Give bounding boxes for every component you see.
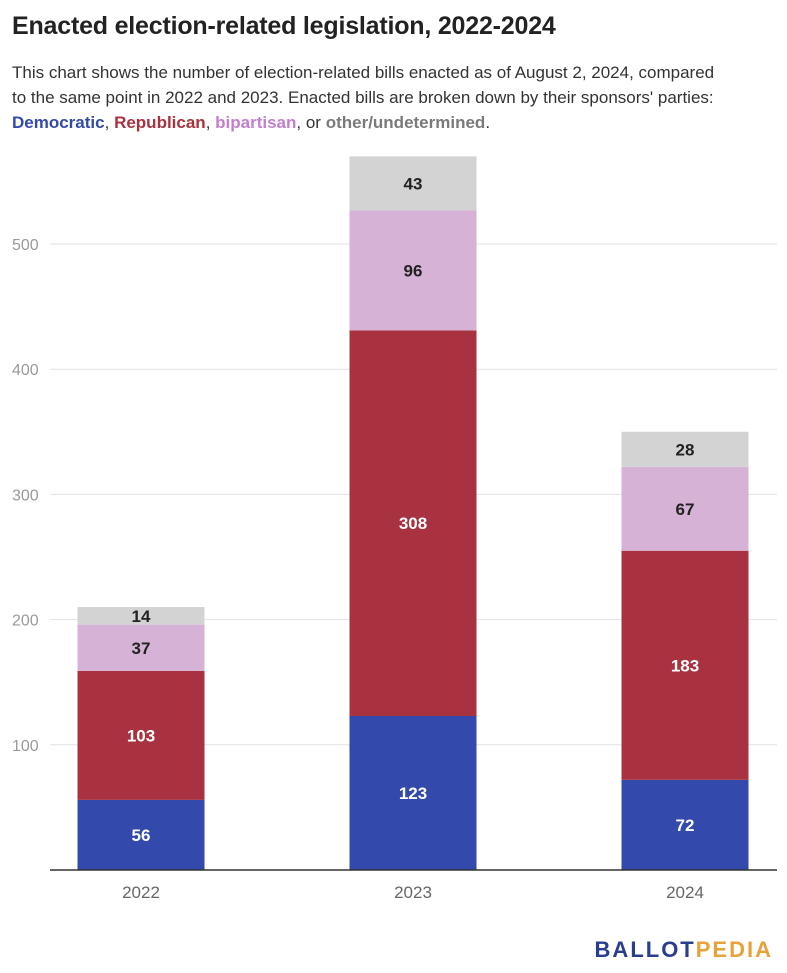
- x-tick-label: 2023: [394, 883, 432, 902]
- data-label: 43: [404, 174, 423, 193]
- data-label: 72: [676, 816, 695, 835]
- description-line-2: to the same point in 2022 and 2023. Enac…: [12, 88, 714, 107]
- data-label: 103: [127, 726, 155, 745]
- bar-segment-republican: [621, 550, 749, 780]
- legend-separator: , or: [296, 113, 326, 132]
- bar-segment-other-undetermined: [621, 431, 749, 467]
- data-label: 67: [676, 500, 695, 519]
- chart-description: This chart shows the number of election-…: [12, 60, 777, 135]
- stacked-bar-chart: 100 200 300 400 500 56 103 37 14 2022 123 308 96 43 20…: [12, 156, 777, 902]
- data-label: 37: [132, 639, 151, 658]
- bar-segment-republican: [77, 670, 205, 800]
- bar-segment-democratic: [77, 799, 205, 870]
- legend-separator: ,: [104, 113, 115, 132]
- data-label: 14: [132, 607, 151, 626]
- legend-republican: Republican: [114, 113, 206, 132]
- legend-end: .: [485, 113, 491, 132]
- y-tick-label: 500: [12, 237, 39, 254]
- data-label: 183: [671, 656, 699, 675]
- chart-title: Enacted election-related legislation, 20…: [12, 12, 556, 40]
- legend-other: other/undetermined: [325, 113, 486, 132]
- legend-bipartisan: bipartisan: [215, 113, 297, 132]
- x-tick-label: 2024: [666, 883, 704, 902]
- bar-segment-bipartisan: [77, 624, 205, 671]
- data-label: 308: [399, 514, 427, 533]
- y-tick-label: 300: [12, 487, 39, 504]
- bar-segment-democratic: [349, 716, 477, 870]
- bar-segment-other-undetermined: [77, 607, 205, 625]
- bar-segment-democratic: [621, 779, 749, 870]
- bar-segment-bipartisan: [349, 210, 477, 331]
- description-line-1: This chart shows the number of election-…: [12, 63, 715, 82]
- bar-segment-republican: [349, 330, 477, 717]
- y-tick-label: 400: [12, 362, 39, 379]
- bar-segment-other-undetermined: [349, 156, 477, 211]
- ballotpedia-logo: BALLOTPEDIA: [594, 937, 773, 962]
- legend-democratic: Democratic: [12, 113, 105, 132]
- data-label: 56: [132, 826, 151, 845]
- y-tick-label: 200: [12, 613, 39, 630]
- y-tick-label: 100: [12, 738, 39, 755]
- x-tick-label: 2022: [122, 883, 160, 902]
- bar-segment-bipartisan: [621, 466, 749, 551]
- data-label: 28: [676, 440, 695, 459]
- data-label: 96: [404, 261, 423, 280]
- data-label: 123: [399, 784, 427, 803]
- legend-separator: ,: [205, 113, 216, 132]
